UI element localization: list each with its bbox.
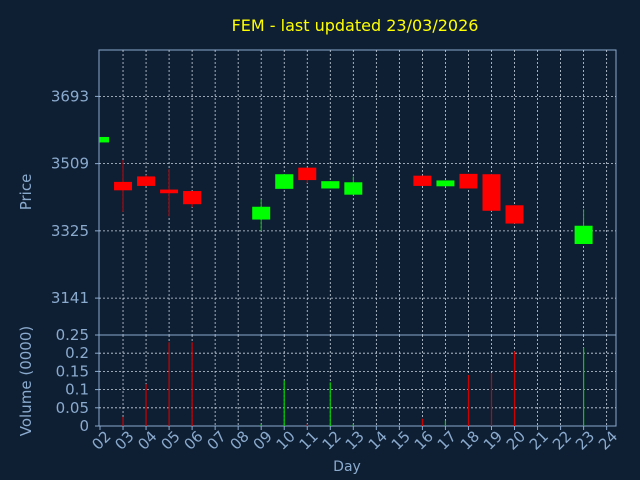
volume-panel: 00.050.10.150.20.25 Volume (0000) [17,326,617,436]
candle-body [275,174,294,189]
candle-10 [275,174,294,189]
price-panel: 3141 3325 3509 3693 Price [17,49,617,336]
x-axis-label: Day [333,459,361,475]
candle-18 [459,173,478,189]
price-y-tick-label: 3509 [51,155,89,173]
candle-body [574,225,593,245]
price-grid [99,50,616,335]
x-axis-ticks: 0203040506070809101112131415161718192021… [88,426,621,454]
candle-body [137,176,156,186]
candle-body [100,136,109,143]
candle-19 [482,174,501,211]
price-axis-label: Price [17,174,35,211]
candle-body [436,180,455,187]
candle-body [413,175,432,186]
candle-20 [505,205,524,224]
candle-05 [160,169,179,217]
candle-03 [114,159,133,212]
candle-23 [574,209,593,245]
candle-04 [137,175,156,186]
volume-plot-frame [98,334,617,427]
candle-body [160,189,179,194]
candle-body [252,206,271,220]
volume-y-tick-label: 0 [79,417,89,435]
price-y-ticks: 3141 3325 3509 3693 [51,87,99,307]
volume-y-tick-label: 0.1 [65,381,89,399]
candle-17 [436,180,455,187]
candle-11 [298,167,317,183]
candle-body [505,205,524,224]
volume-y-tick-label: 0.25 [56,326,89,344]
candle-body [114,181,133,191]
candle-09 [252,199,271,231]
candle-body [183,191,202,205]
candle-06 [183,191,202,208]
candlesticks [99,136,593,245]
price-y-tick-label: 3325 [51,222,89,240]
volume-y-ticks: 00.050.10.150.20.25 [56,326,99,435]
candle-body [344,182,363,195]
candle-body [482,174,501,211]
volume-y-tick-label: 0.2 [65,344,89,362]
chart-title: FEM - last updated 23/03/2026 [232,16,479,35]
candle-body [321,181,340,189]
price-y-tick-label: 3693 [51,87,89,105]
candle-12 [321,181,340,189]
volume-axis-label: Volume (0000) [17,326,35,436]
volume-bars [122,342,585,426]
price-y-tick-label: 3141 [51,289,89,307]
candle-13 [344,176,363,195]
candle-body [298,167,317,181]
candle-16 [413,175,432,186]
candle-body [459,173,478,189]
candle-02 [99,136,109,143]
volume-y-tick-label: 0.15 [56,362,89,380]
volume-y-tick-label: 0.05 [56,399,89,417]
